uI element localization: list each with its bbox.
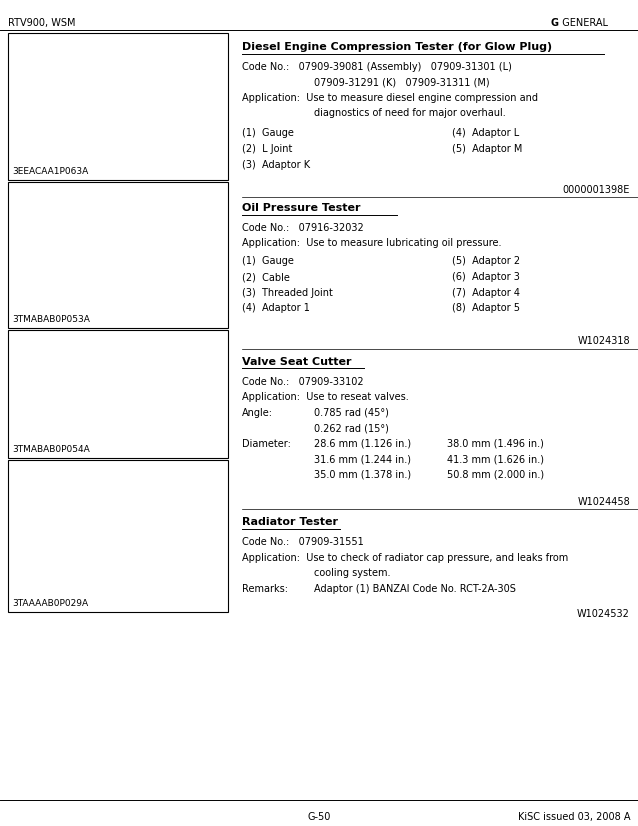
Text: Code No.:   07916-32032: Code No.: 07916-32032 — [242, 223, 364, 233]
Text: diagnostics of need for major overhaul.: diagnostics of need for major overhaul. — [314, 108, 506, 118]
Bar — [8, 182, 228, 328]
Text: Code No.:   07909-33102: Code No.: 07909-33102 — [242, 377, 364, 387]
Text: 35.0 mm (1.378 in.): 35.0 mm (1.378 in.) — [314, 469, 411, 480]
Text: 0.262 rad (15°): 0.262 rad (15°) — [314, 423, 389, 433]
Text: Application:  Use to reseat valves.: Application: Use to reseat valves. — [242, 392, 409, 402]
Text: (1)  Gauge: (1) Gauge — [242, 257, 294, 267]
Text: W1024458: W1024458 — [577, 497, 630, 507]
Text: (3)  Adaptor K: (3) Adaptor K — [242, 159, 310, 169]
Text: 50.8 mm (2.000 in.): 50.8 mm (2.000 in.) — [447, 469, 544, 480]
Text: Diesel Engine Compression Tester (for Glow Plug): Diesel Engine Compression Tester (for Gl… — [242, 42, 552, 52]
Text: (4)  Adaptor 1: (4) Adaptor 1 — [242, 303, 310, 313]
Text: 3TAAAAB0P029A: 3TAAAAB0P029A — [12, 599, 88, 608]
Text: (1)  Gauge: (1) Gauge — [242, 129, 294, 139]
Text: G: G — [550, 18, 558, 28]
Text: Valve Seat Cutter: Valve Seat Cutter — [242, 357, 352, 367]
Text: 0000001398E: 0000001398E — [563, 185, 630, 195]
Text: 07909-31291 (K)   07909-31311 (M): 07909-31291 (K) 07909-31311 (M) — [314, 78, 489, 88]
Text: 31.6 mm (1.244 in.): 31.6 mm (1.244 in.) — [314, 454, 411, 464]
Text: Adaptor (1) BANZAI Code No. RCT-2A-30S: Adaptor (1) BANZAI Code No. RCT-2A-30S — [314, 583, 516, 594]
Text: Remarks:: Remarks: — [242, 583, 288, 594]
Text: (5)  Adaptor M: (5) Adaptor M — [452, 144, 523, 154]
Text: 38.0 mm (1.496 in.): 38.0 mm (1.496 in.) — [447, 439, 544, 449]
Text: (6)  Adaptor 3: (6) Adaptor 3 — [452, 272, 520, 282]
Text: 3TMABAB0P053A: 3TMABAB0P053A — [12, 315, 90, 324]
Text: (8)  Adaptor 5: (8) Adaptor 5 — [452, 303, 520, 313]
Text: Code No.:   07909-39081 (Assembly)   07909-31301 (L): Code No.: 07909-39081 (Assembly) 07909-3… — [242, 62, 512, 72]
Text: 3TMABAB0P054A: 3TMABAB0P054A — [12, 445, 90, 454]
Text: RTV900, WSM: RTV900, WSM — [8, 18, 75, 28]
Text: Diameter:: Diameter: — [242, 439, 291, 449]
Text: 28.6 mm (1.126 in.): 28.6 mm (1.126 in.) — [314, 439, 411, 449]
Text: W1024318: W1024318 — [577, 336, 630, 346]
Text: 0.785 rad (45°): 0.785 rad (45°) — [314, 407, 389, 417]
Text: Application:  Use to check of radiator cap pressure, and leaks from: Application: Use to check of radiator ca… — [242, 553, 568, 563]
Bar — [8, 33, 228, 180]
Text: GENERAL: GENERAL — [556, 18, 608, 28]
Text: Code No.:   07909-31551: Code No.: 07909-31551 — [242, 537, 364, 547]
Text: (3)  Threaded Joint: (3) Threaded Joint — [242, 287, 333, 297]
Bar — [8, 460, 228, 612]
Text: (5)  Adaptor 2: (5) Adaptor 2 — [452, 257, 520, 267]
Text: Application:  Use to measure diesel engine compression and: Application: Use to measure diesel engin… — [242, 93, 538, 103]
Text: (7)  Adaptor 4: (7) Adaptor 4 — [452, 287, 520, 297]
Text: Application:  Use to measure lubricating oil pressure.: Application: Use to measure lubricating … — [242, 239, 501, 249]
Text: Radiator Tester: Radiator Tester — [242, 517, 338, 527]
Text: 41.3 mm (1.626 in.): 41.3 mm (1.626 in.) — [447, 454, 544, 464]
Text: G-50: G-50 — [308, 812, 330, 822]
Text: 3EEACAA1P063A: 3EEACAA1P063A — [12, 167, 88, 176]
Text: Oil Pressure Tester: Oil Pressure Tester — [242, 203, 360, 213]
Text: KiSC issued 03, 2008 A: KiSC issued 03, 2008 A — [517, 812, 630, 822]
Bar — [8, 330, 228, 458]
Text: (2)  L Joint: (2) L Joint — [242, 144, 292, 154]
Text: (4)  Adaptor L: (4) Adaptor L — [452, 129, 519, 139]
Text: Angle:: Angle: — [242, 407, 273, 417]
Text: (2)  Cable: (2) Cable — [242, 272, 290, 282]
Text: W1024532: W1024532 — [577, 609, 630, 619]
Text: cooling system.: cooling system. — [314, 568, 390, 578]
